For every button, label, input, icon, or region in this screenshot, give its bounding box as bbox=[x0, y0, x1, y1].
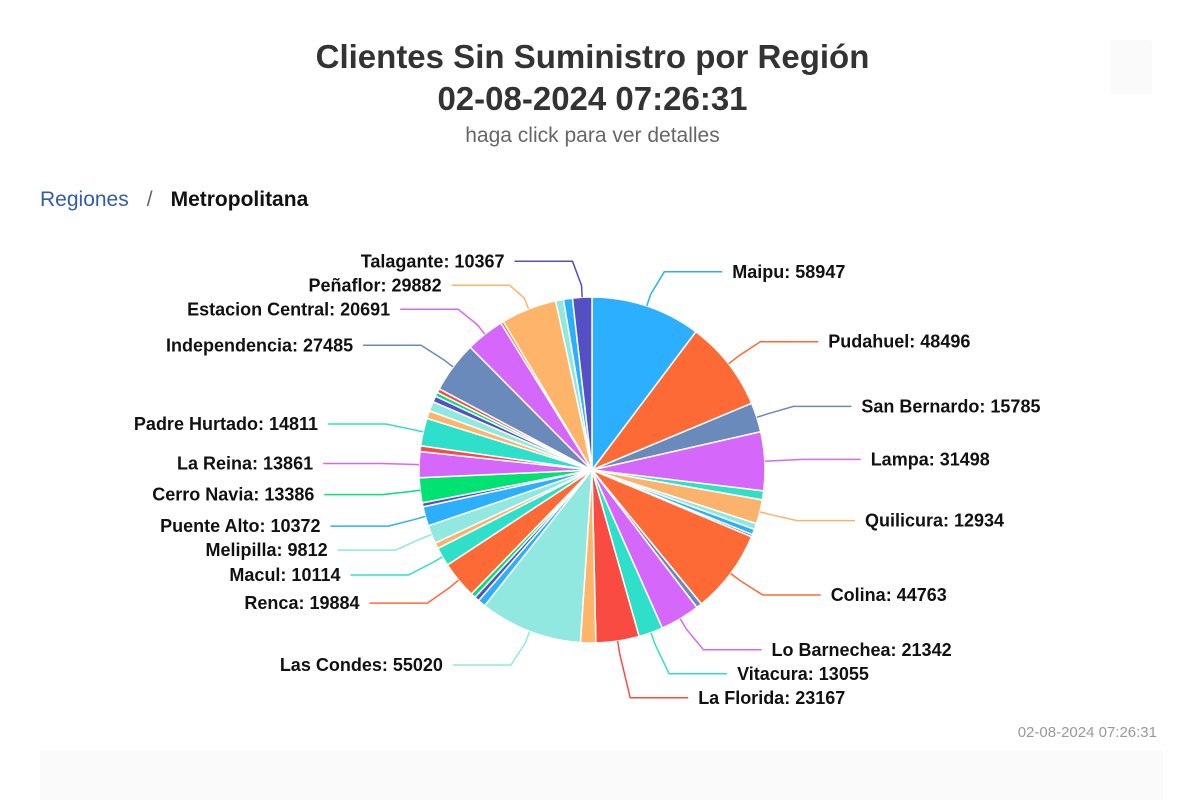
data-label-macul: Macul: 10114 bbox=[229, 565, 340, 585]
connector-las-condes bbox=[452, 631, 531, 666]
chart-timestamp: 02-08-2024 07:26:31 bbox=[1017, 724, 1157, 741]
data-label-maipu: Maipu: 58947 bbox=[732, 262, 845, 282]
connector-puente-alto bbox=[330, 515, 426, 527]
data-label-estacion-central: Estacion Central: 20691 bbox=[187, 299, 390, 319]
data-label-pudahuel: Pudahuel: 48496 bbox=[828, 332, 970, 352]
data-label-la-florida: La Florida: 23167 bbox=[698, 688, 845, 708]
connector-penaflor bbox=[451, 284, 530, 310]
chart-title-text: Clientes Sin Suministro por Región bbox=[315, 38, 870, 75]
data-label-quilicura: Quilicura: 12934 bbox=[865, 511, 1004, 531]
pie-slice-maipu[interactable] bbox=[591, 296, 698, 473]
connector-colina bbox=[730, 572, 821, 596]
data-label-talagante: Talagante: 10367 bbox=[361, 251, 505, 271]
chart-title-datetime: 02-08-2024 07:26:31 bbox=[437, 80, 748, 117]
data-label-puente-alto: Puente Alto: 10372 bbox=[160, 516, 320, 536]
connector-lo-barnechea bbox=[679, 618, 762, 651]
connector-macul bbox=[350, 556, 443, 576]
pie-connectors bbox=[323, 260, 861, 699]
connector-maipu bbox=[646, 271, 723, 307]
connector-talagante bbox=[514, 260, 583, 298]
connector-pudahuel bbox=[728, 340, 819, 365]
connector-lampa bbox=[764, 458, 861, 462]
data-label-san-bernardo: San Bernardo: 15785 bbox=[861, 396, 1040, 416]
data-label-padre-hurtado: Padre Hurtado: 14811 bbox=[134, 414, 318, 434]
connector-padre-hurtado bbox=[328, 423, 424, 433]
connector-melipilla bbox=[337, 533, 432, 551]
connector-la-reina bbox=[323, 462, 420, 466]
chart-subtitle: haga click para ver detalles bbox=[465, 124, 720, 147]
connector-quilicura bbox=[759, 511, 855, 522]
breadcrumb-separator: / bbox=[146, 188, 153, 211]
connector-san-bernardo bbox=[756, 405, 852, 419]
data-label-las-condes: Las Condes: 55020 bbox=[280, 655, 443, 675]
pie-slice-las-condes[interactable] bbox=[483, 467, 593, 644]
data-label-renca: Renca: 19884 bbox=[244, 593, 359, 613]
connector-cerro-navia bbox=[324, 489, 421, 496]
pie-slice-pudahuel[interactable] bbox=[589, 330, 753, 472]
pie-labels: Maipu: 58947 Pudahuel: 48496 San Bernardo:… bbox=[134, 251, 1041, 708]
data-label-lampa: Lampa: 31498 bbox=[871, 449, 990, 469]
data-label-la-reina: La Reina: 13861 bbox=[177, 454, 313, 474]
connector-independencia bbox=[363, 344, 454, 368]
data-label-colina: Colina: 44763 bbox=[831, 585, 947, 605]
connector-renca bbox=[369, 579, 460, 604]
breadcrumb-link-regiones[interactable]: Regiones bbox=[40, 188, 129, 211]
breadcrumb-current: Metropolitana bbox=[170, 188, 309, 211]
data-label-melipilla: Melipilla: 9812 bbox=[206, 540, 328, 560]
chart-menu-button[interactable] bbox=[1110, 40, 1152, 94]
data-label-vitacura: Vitacura: 13055 bbox=[737, 664, 869, 684]
pie-slices bbox=[418, 296, 766, 644]
footer-band bbox=[40, 750, 1163, 800]
data-label-lo-barnechea: Lo Barnechea: 21342 bbox=[772, 640, 952, 660]
connector-estacion-central bbox=[400, 308, 486, 335]
breadcrumb: Regiones / Metropolitana bbox=[40, 188, 308, 212]
data-label-penaflor: Peñaflor: 29882 bbox=[309, 275, 442, 295]
pie-chart: Maipu: 58947 Pudahuel: 48496 San Bernardo:… bbox=[134, 251, 1041, 708]
connector-vitacura bbox=[650, 632, 728, 675]
chart-title: Clientes Sin Suministro por Región 02-08… bbox=[0, 36, 1185, 120]
connector-la-florida bbox=[616, 640, 689, 699]
data-label-independencia: Independencia: 27485 bbox=[166, 335, 353, 355]
data-label-cerro-navia: Cerro Navia: 13386 bbox=[152, 485, 314, 505]
